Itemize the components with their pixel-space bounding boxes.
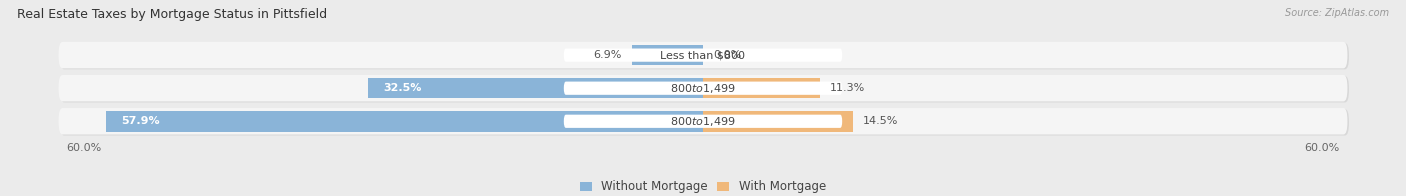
FancyBboxPatch shape [564,115,842,128]
Bar [105,111,703,132]
FancyBboxPatch shape [564,82,842,95]
Text: $800 to $1,499: $800 to $1,499 [671,82,735,95]
Legend: Without Mortgage, With Mortgage: Without Mortgage, With Mortgage [581,181,825,193]
Text: 57.9%: 57.9% [121,116,160,126]
FancyBboxPatch shape [60,76,1348,103]
Text: 32.5%: 32.5% [384,83,422,93]
Text: Less than $800: Less than $800 [661,50,745,60]
Text: 6.9%: 6.9% [593,50,621,60]
FancyBboxPatch shape [564,49,842,62]
Text: 0.0%: 0.0% [713,50,741,60]
FancyBboxPatch shape [59,75,1347,102]
FancyBboxPatch shape [60,43,1348,69]
Bar [368,78,703,98]
Bar [631,45,703,65]
Bar [703,111,852,132]
Text: 11.3%: 11.3% [830,83,865,93]
Text: 14.5%: 14.5% [863,116,898,126]
Text: Source: ZipAtlas.com: Source: ZipAtlas.com [1285,8,1389,18]
Text: $800 to $1,499: $800 to $1,499 [671,115,735,128]
FancyBboxPatch shape [59,108,1347,134]
FancyBboxPatch shape [59,42,1347,68]
Text: Real Estate Taxes by Mortgage Status in Pittsfield: Real Estate Taxes by Mortgage Status in … [17,8,328,21]
Bar [703,78,820,98]
FancyBboxPatch shape [60,109,1348,135]
